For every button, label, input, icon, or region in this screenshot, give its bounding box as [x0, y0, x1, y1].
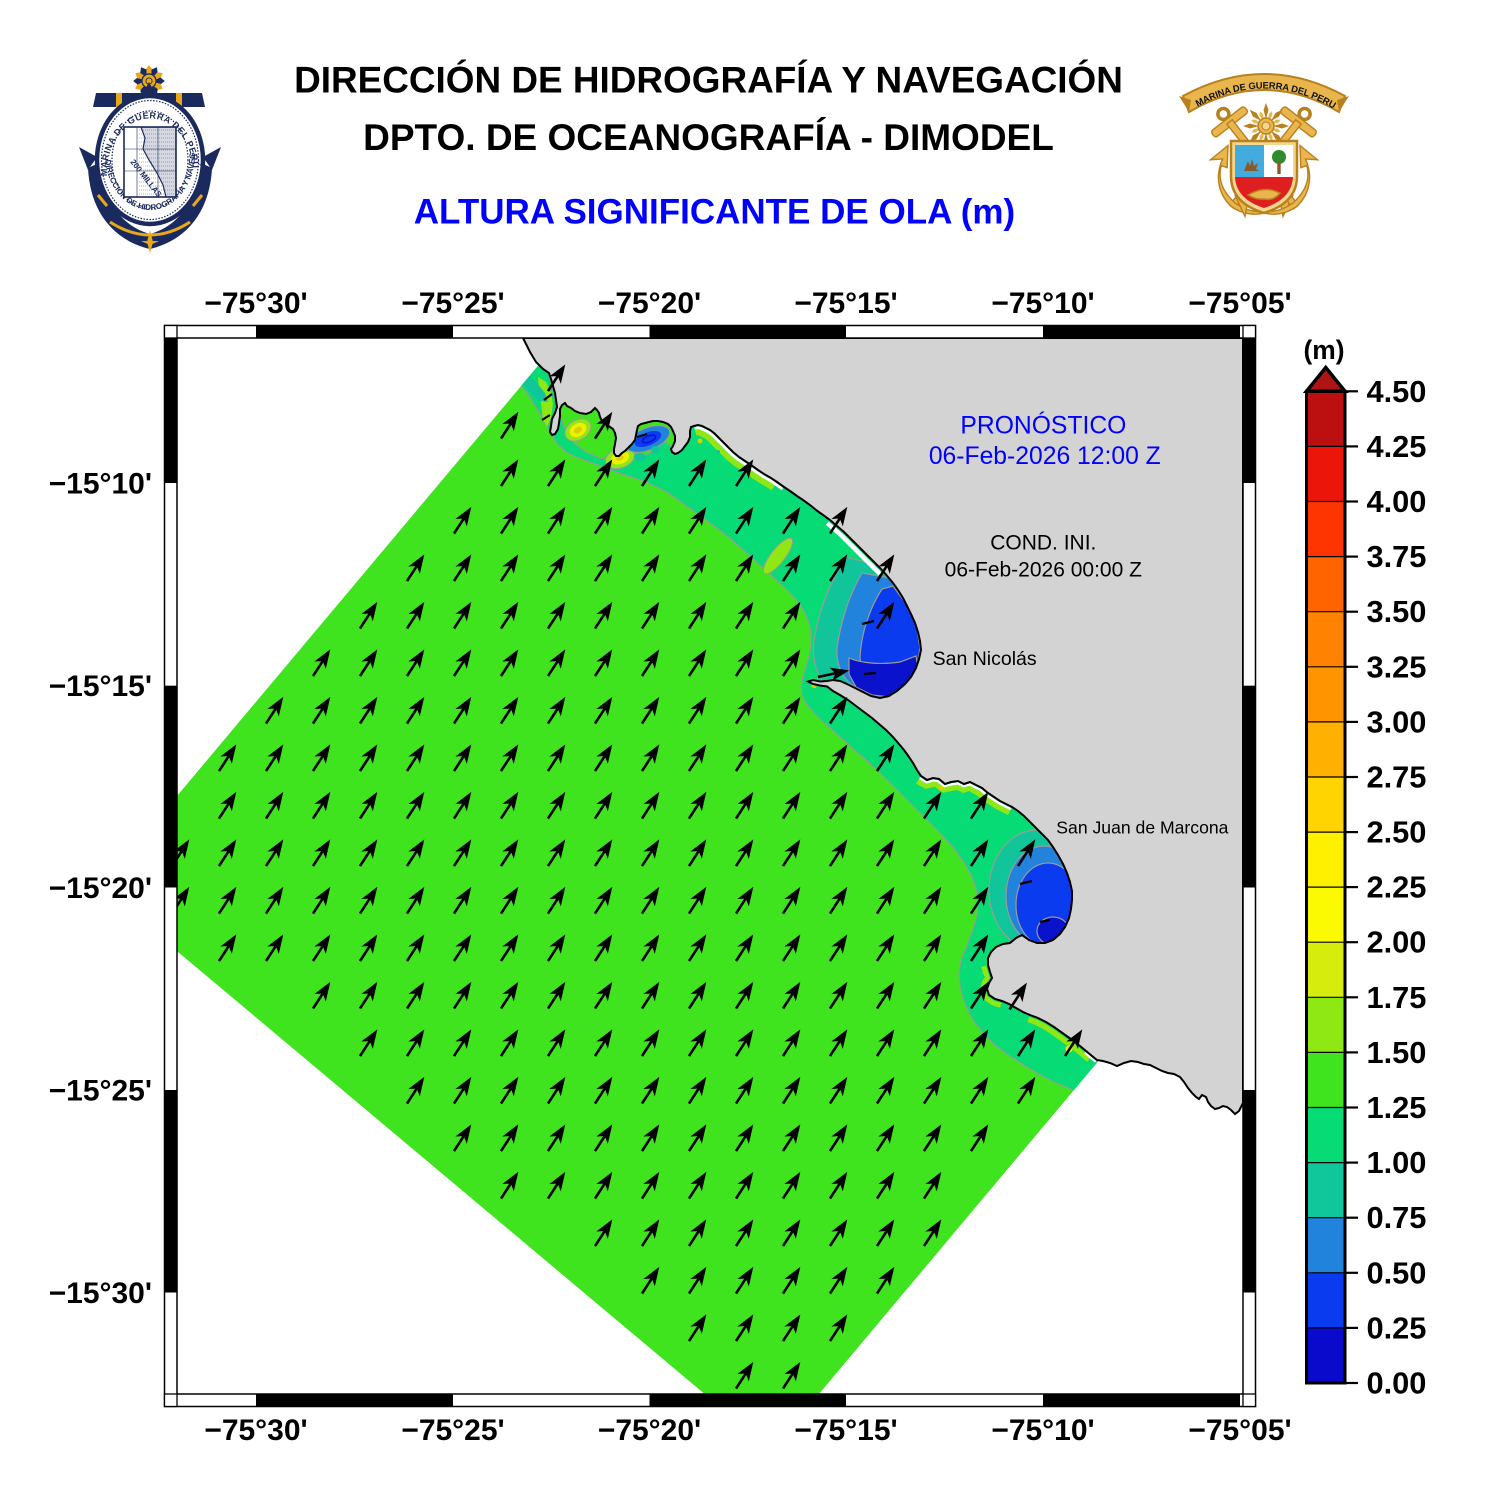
svg-text:0.50: 0.50 — [1367, 1255, 1427, 1290]
svg-text:2.50: 2.50 — [1367, 815, 1427, 850]
svg-text:San Juan de Marcona: San Juan de Marcona — [1056, 817, 1228, 837]
svg-text:0.00: 0.00 — [1367, 1366, 1427, 1401]
svg-text:−75°05': −75°05' — [1188, 1414, 1291, 1447]
svg-text:DIRECCIÓN DE HIDROGRAFÍA Y NAV: DIRECCIÓN DE HIDROGRAFÍA Y NAVEGACIÓN — [294, 59, 1123, 101]
svg-text:3.50: 3.50 — [1367, 594, 1427, 629]
svg-text:−75°05': −75°05' — [1188, 287, 1291, 320]
svg-text:1.50: 1.50 — [1367, 1035, 1427, 1070]
svg-text:−75°20': −75°20' — [598, 287, 701, 320]
svg-text:−75°10': −75°10' — [991, 1414, 1094, 1447]
svg-text:4.50: 4.50 — [1367, 374, 1427, 409]
svg-text:−75°15': −75°15' — [794, 287, 897, 320]
svg-text:2.75: 2.75 — [1367, 760, 1427, 795]
svg-text:−75°20': −75°20' — [598, 1414, 701, 1447]
svg-text:−15°25': −15°25' — [49, 1075, 152, 1108]
svg-text:4.00: 4.00 — [1367, 484, 1427, 519]
svg-text:3.75: 3.75 — [1367, 539, 1427, 574]
svg-text:−15°20': −15°20' — [49, 872, 152, 905]
svg-text:COND. INI.: COND. INI. — [990, 531, 1096, 554]
svg-text:0.25: 0.25 — [1367, 1310, 1427, 1345]
svg-text:3.25: 3.25 — [1367, 649, 1427, 684]
svg-text:−15°30': −15°30' — [49, 1277, 152, 1310]
svg-text:2.00: 2.00 — [1367, 925, 1427, 960]
svg-text:06-Feb-2026 12:00 Z: 06-Feb-2026 12:00 Z — [929, 443, 1161, 470]
svg-text:3.00: 3.00 — [1367, 704, 1427, 739]
svg-text:−75°25': −75°25' — [401, 1414, 504, 1447]
svg-text:06-Feb-2026 00:00 Z: 06-Feb-2026 00:00 Z — [945, 559, 1142, 582]
svg-text:DPTO. DE OCEANOGRAFÍA - DIMODE: DPTO. DE OCEANOGRAFÍA - DIMODEL — [363, 117, 1054, 158]
svg-text:San Nicolás: San Nicolás — [933, 648, 1037, 670]
svg-text:ALTURA SIGNIFICANTE DE OLA (m): ALTURA SIGNIFICANTE DE OLA (m) — [414, 193, 1015, 232]
svg-text:−75°25': −75°25' — [401, 287, 504, 320]
svg-text:(m): (m) — [1303, 335, 1344, 365]
svg-text:0.75: 0.75 — [1367, 1200, 1427, 1235]
svg-text:1.25: 1.25 — [1367, 1090, 1427, 1125]
svg-text:1.75: 1.75 — [1367, 980, 1427, 1015]
svg-text:−15°15': −15°15' — [49, 670, 152, 703]
svg-text:−75°10': −75°10' — [991, 287, 1094, 320]
svg-text:−75°15': −75°15' — [794, 1414, 897, 1447]
svg-text:−15°10': −15°10' — [49, 468, 152, 501]
svg-text:1.00: 1.00 — [1367, 1145, 1427, 1180]
svg-text:−75°30': −75°30' — [204, 287, 307, 320]
svg-text:2.25: 2.25 — [1367, 870, 1427, 905]
svg-text:PRONÓSTICO: PRONÓSTICO — [960, 412, 1126, 439]
svg-text:4.25: 4.25 — [1367, 429, 1427, 464]
svg-text:−75°30': −75°30' — [204, 1414, 307, 1447]
